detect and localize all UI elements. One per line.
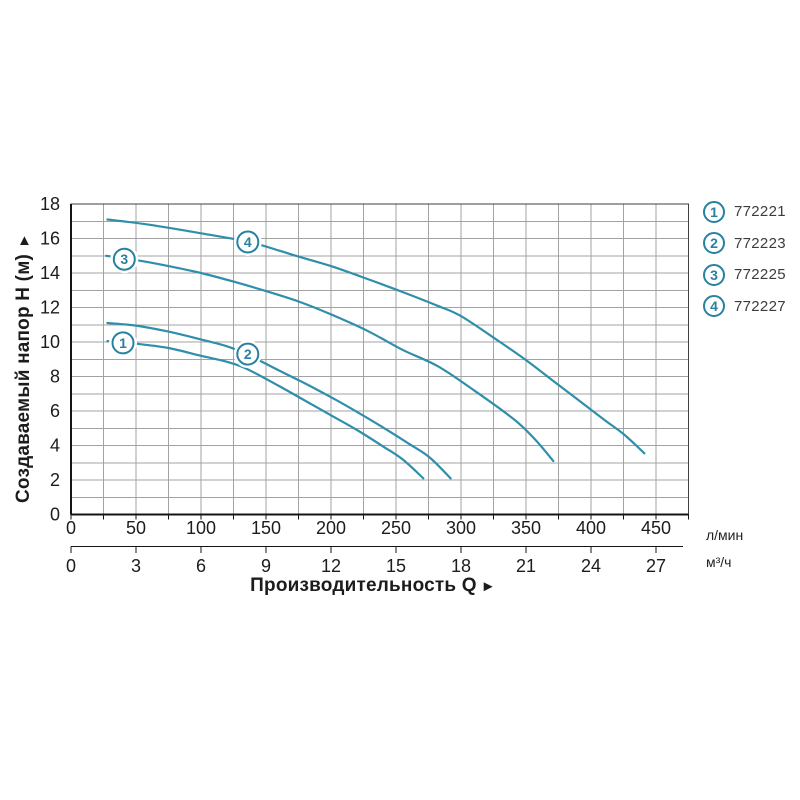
secondary-tick-label: 9 (261, 556, 271, 576)
legend-item-772225: 3 772225 (703, 263, 786, 286)
y-axis-tick-labels: 0 2 4 6 8 10 12 14 16 18 (40, 194, 60, 525)
grid-lines (71, 204, 689, 515)
secondary-axis-ticks (70, 546, 657, 553)
legend-code-text: 772227 (734, 297, 786, 315)
x-axis-right-arrow-icon: ► (480, 578, 496, 595)
x-tick-label: 300 (446, 518, 476, 538)
pump-curve-772225 (105, 254, 555, 463)
curve-badge-circle-2 (236, 342, 260, 366)
secondary-tick-label: 0 (66, 556, 76, 576)
curve-badge-circle-3 (112, 247, 136, 271)
y-tick-label: 8 (50, 367, 60, 387)
curve-badge-number-2: 2 (244, 346, 252, 362)
curve-badge-number-4: 4 (244, 234, 252, 250)
secondary-tick-label: 21 (516, 556, 536, 576)
y-tick-label: 6 (50, 401, 60, 421)
x-tick-label: 200 (316, 518, 346, 538)
x-axis-tick-labels: 0 50 100 150 200 250 300 350 400 450 (66, 518, 671, 538)
secondary-tick-label: 6 (196, 556, 206, 576)
curve-badge-number-3: 3 (120, 251, 128, 267)
curve-badge-circle-4 (236, 230, 260, 254)
x-tick-label: 0 (66, 518, 76, 538)
x-tick-label: 400 (576, 518, 606, 538)
legend-badge-circle: 3 (703, 263, 725, 286)
y-tick-label: 4 (50, 436, 60, 456)
y-tick-label: 12 (40, 298, 60, 318)
legend-code-text: 772221 (734, 203, 786, 220)
y-tick-label: 18 (40, 194, 60, 214)
legend-code-text: 772223 (734, 234, 786, 252)
x-tick-label: 100 (186, 518, 216, 538)
unit-label-l-min: л/мин (706, 527, 744, 543)
y-axis-title-text: Создаваемый напор H (м) (13, 254, 34, 504)
legend-badge-circle: 4 (703, 295, 725, 317)
legend-item-772223: 2 772223 (703, 232, 786, 255)
secondary-tick-label: 24 (581, 556, 601, 576)
legend-badge-circle: 1 (703, 200, 725, 223)
x-axis-title: Производительность Q ► (250, 575, 496, 597)
x-tick-label: 50 (126, 518, 146, 538)
legend-item-772221: 1 772221 (703, 200, 786, 223)
curve-badges: 1 2 3 4 (109, 227, 262, 369)
y-tick-label: 14 (40, 263, 60, 283)
pump-curves (105, 218, 646, 480)
pump-curve-772223 (106, 321, 452, 480)
unit-label-m3-h: м³/ч (706, 554, 732, 570)
legend-item-772227: 4 772227 (703, 295, 786, 318)
x-axis-ticks (70, 514, 689, 520)
x-tick-label: 450 (641, 518, 671, 538)
secondary-tick-label: 15 (386, 556, 406, 576)
secondary-tick-label: 27 (646, 556, 666, 576)
curve-badge-circle-1 (111, 331, 135, 355)
y-tick-label: 2 (50, 470, 60, 490)
y-axis-title: Создаваемый напор H (м) ▲ (13, 231, 35, 504)
legend: 1 772221 2 772223 3 772225 4 772227 (703, 200, 786, 326)
secondary-axis-labels: 0 3 6 9 12 15 18 21 24 27 (66, 556, 666, 576)
curve-badge-number-1: 1 (119, 335, 127, 351)
x-axis-title-text: Производительность Q (250, 575, 477, 596)
x-tick-label: 150 (251, 518, 281, 538)
legend-badge-circle: 2 (703, 232, 725, 254)
x-tick-label: 350 (511, 518, 541, 538)
secondary-tick-label: 18 (451, 556, 471, 576)
y-tick-label: 10 (40, 332, 60, 352)
pump-curve-772221 (106, 340, 425, 480)
y-tick-label: 0 (50, 505, 60, 525)
secondary-tick-label: 3 (131, 556, 141, 576)
x-tick-label: 250 (381, 518, 411, 538)
y-axis-up-arrow-icon: ▲ (16, 231, 33, 249)
legend-code-text: 772225 (734, 266, 786, 283)
y-tick-label: 16 (40, 229, 60, 249)
secondary-tick-label: 12 (321, 556, 341, 576)
